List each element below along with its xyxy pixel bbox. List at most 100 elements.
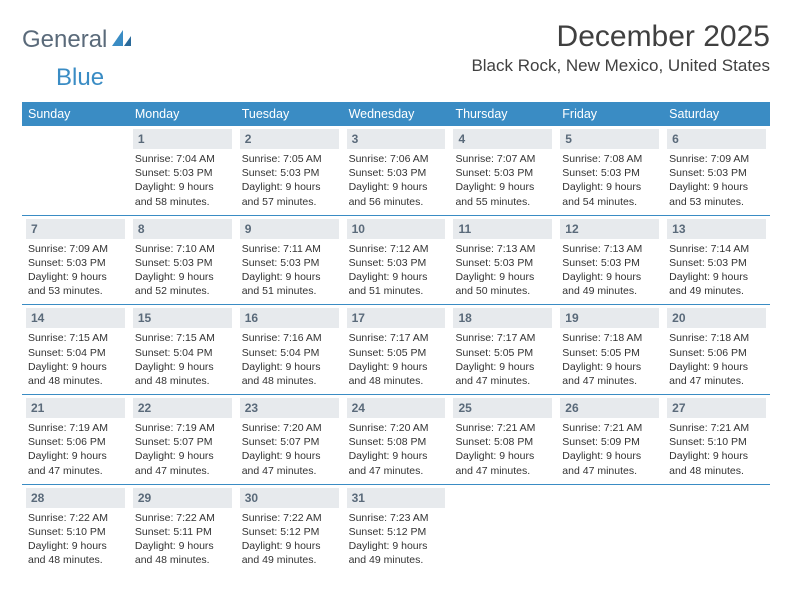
empty-cell	[663, 485, 770, 574]
day-number: 20	[667, 308, 766, 328]
sun-info: Sunrise: 7:11 AMSunset: 5:03 PMDaylight:…	[240, 242, 339, 299]
weekday-header: SundayMondayTuesdayWednesdayThursdayFrid…	[22, 102, 770, 126]
day-number: 28	[26, 488, 125, 508]
day-number: 23	[240, 398, 339, 418]
sun-info: Sunrise: 7:06 AMSunset: 5:03 PMDaylight:…	[347, 152, 446, 209]
day-15: 15 Sunrise: 7:15 AMSunset: 5:04 PMDayligh…	[129, 305, 236, 394]
day-number: 2	[240, 129, 339, 149]
sun-info: Sunrise: 7:21 AMSunset: 5:08 PMDaylight:…	[453, 421, 552, 478]
empty-cell	[449, 485, 556, 574]
day-26: 26 Sunrise: 7:21 AMSunset: 5:09 PMDayligh…	[556, 395, 663, 484]
day-number: 21	[26, 398, 125, 418]
day-28: 28Sunrise: 7:22 AMSunset: 5:10 PMDayligh…	[22, 485, 129, 574]
sail-icon	[111, 26, 133, 54]
day-number: 22	[133, 398, 232, 418]
day-number: 10	[347, 219, 446, 239]
sun-info: Sunrise: 7:18 AMSunset: 5:06 PMDaylight:…	[667, 331, 766, 388]
day-31: 31 Sunrise: 7:23 AMSunset: 5:12 PMDayligh…	[343, 485, 450, 574]
weekday-sunday: Sunday	[22, 102, 129, 126]
sun-info: Sunrise: 7:09 AMSunset: 5:03 PMDaylight:…	[667, 152, 766, 209]
day-6: 6 Sunrise: 7:09 AMSunset: 5:03 PMDaylight…	[663, 126, 770, 215]
month-title: December 2025	[471, 20, 770, 54]
sun-info: Sunrise: 7:19 AMSunset: 5:06 PMDaylight:…	[26, 421, 125, 478]
sun-info: Sunrise: 7:17 AMSunset: 5:05 PMDaylight:…	[453, 331, 552, 388]
sun-info: Sunrise: 7:05 AMSunset: 5:03 PMDaylight:…	[240, 152, 339, 209]
day-17: 17 Sunrise: 7:17 AMSunset: 5:05 PMDayligh…	[343, 305, 450, 394]
sun-info: Sunrise: 7:13 AMSunset: 5:03 PMDaylight:…	[453, 242, 552, 299]
day-8: 8Sunrise: 7:10 AMSunset: 5:03 PMDaylight…	[129, 216, 236, 305]
day-10: 10 Sunrise: 7:12 AMSunset: 5:03 PMDayligh…	[343, 216, 450, 305]
day-19: 19 Sunrise: 7:18 AMSunset: 5:05 PMDayligh…	[556, 305, 663, 394]
sun-info: Sunrise: 7:04 AMSunset: 5:03 PMDaylight:…	[133, 152, 232, 209]
weekday-thursday: Thursday	[449, 102, 556, 126]
calendar: SundayMondayTuesdayWednesdayThursdayFrid…	[22, 102, 770, 573]
sun-info: Sunrise: 7:13 AMSunset: 5:03 PMDaylight:…	[560, 242, 659, 299]
day-29: 29Sunrise: 7:22 AMSunset: 5:11 PMDayligh…	[129, 485, 236, 574]
sun-info: Sunrise: 7:21 AMSunset: 5:09 PMDaylight:…	[560, 421, 659, 478]
sun-info: Sunrise: 7:15 AMSunset: 5:04 PMDaylight:…	[133, 331, 232, 388]
weekday-friday: Friday	[556, 102, 663, 126]
day-12: 12 Sunrise: 7:13 AMSunset: 5:03 PMDayligh…	[556, 216, 663, 305]
day-number: 17	[347, 308, 446, 328]
day-number: 8	[133, 219, 232, 239]
sun-info: Sunrise: 7:21 AMSunset: 5:10 PMDaylight:…	[667, 421, 766, 478]
day-9: 9Sunrise: 7:11 AMSunset: 5:03 PMDaylight…	[236, 216, 343, 305]
day-7: 7Sunrise: 7:09 AMSunset: 5:03 PMDaylight…	[22, 216, 129, 305]
day-number: 18	[453, 308, 552, 328]
sun-info: Sunrise: 7:08 AMSunset: 5:03 PMDaylight:…	[560, 152, 659, 209]
day-20: 20 Sunrise: 7:18 AMSunset: 5:06 PMDayligh…	[663, 305, 770, 394]
day-number: 5	[560, 129, 659, 149]
day-11: 11 Sunrise: 7:13 AMSunset: 5:03 PMDayligh…	[449, 216, 556, 305]
day-number: 24	[347, 398, 446, 418]
sun-info: Sunrise: 7:20 AMSunset: 5:07 PMDaylight:…	[240, 421, 339, 478]
day-number: 27	[667, 398, 766, 418]
weekday-saturday: Saturday	[663, 102, 770, 126]
day-number: 25	[453, 398, 552, 418]
day-27: 27 Sunrise: 7:21 AMSunset: 5:10 PMDayligh…	[663, 395, 770, 484]
sun-info: Sunrise: 7:18 AMSunset: 5:05 PMDaylight:…	[560, 331, 659, 388]
day-number: 3	[347, 129, 446, 149]
day-1: 1 Sunrise: 7:04 AMSunset: 5:03 PMDaylight…	[129, 126, 236, 215]
empty-cell	[22, 126, 129, 215]
day-number: 31	[347, 488, 446, 508]
day-number: 15	[133, 308, 232, 328]
day-16: 16Sunrise: 7:16 AMSunset: 5:04 PMDayligh…	[236, 305, 343, 394]
day-number: 19	[560, 308, 659, 328]
day-13: 13 Sunrise: 7:14 AMSunset: 5:03 PMDayligh…	[663, 216, 770, 305]
day-5: 5 Sunrise: 7:08 AMSunset: 5:03 PMDaylight…	[556, 126, 663, 215]
day-2: 2 Sunrise: 7:05 AMSunset: 5:03 PMDaylight…	[236, 126, 343, 215]
day-25: 25 Sunrise: 7:21 AMSunset: 5:08 PMDayligh…	[449, 395, 556, 484]
day-number: 7	[26, 219, 125, 239]
day-4: 4Sunrise: 7:07 AMSunset: 5:03 PMDaylight…	[449, 126, 556, 215]
day-number: 6	[667, 129, 766, 149]
day-number: 11	[453, 219, 552, 239]
empty-cell	[556, 485, 663, 574]
sun-info: Sunrise: 7:15 AMSunset: 5:04 PMDaylight:…	[26, 331, 125, 388]
day-22: 22 Sunrise: 7:19 AMSunset: 5:07 PMDayligh…	[129, 395, 236, 484]
day-number: 29	[133, 488, 232, 508]
logo-text-1: General	[22, 26, 107, 54]
week-row: 1 Sunrise: 7:04 AMSunset: 5:03 PMDaylight…	[22, 126, 770, 216]
week-row: 14Sunrise: 7:15 AMSunset: 5:04 PMDayligh…	[22, 305, 770, 395]
sun-info: Sunrise: 7:17 AMSunset: 5:05 PMDaylight:…	[347, 331, 446, 388]
weekday-monday: Monday	[129, 102, 236, 126]
sun-info: Sunrise: 7:14 AMSunset: 5:03 PMDaylight:…	[667, 242, 766, 299]
week-row: 7Sunrise: 7:09 AMSunset: 5:03 PMDaylight…	[22, 216, 770, 306]
sun-info: Sunrise: 7:20 AMSunset: 5:08 PMDaylight:…	[347, 421, 446, 478]
week-row: 28Sunrise: 7:22 AMSunset: 5:10 PMDayligh…	[22, 485, 770, 574]
sun-info: Sunrise: 7:23 AMSunset: 5:12 PMDaylight:…	[347, 511, 446, 568]
day-number: 13	[667, 219, 766, 239]
day-number: 1	[133, 129, 232, 149]
sun-info: Sunrise: 7:12 AMSunset: 5:03 PMDaylight:…	[347, 242, 446, 299]
location: Black Rock, New Mexico, United States	[471, 56, 770, 76]
day-21: 21 Sunrise: 7:19 AMSunset: 5:06 PMDayligh…	[22, 395, 129, 484]
day-14: 14Sunrise: 7:15 AMSunset: 5:04 PMDayligh…	[22, 305, 129, 394]
sun-info: Sunrise: 7:19 AMSunset: 5:07 PMDaylight:…	[133, 421, 232, 478]
weekday-tuesday: Tuesday	[236, 102, 343, 126]
day-number: 12	[560, 219, 659, 239]
day-3: 3 Sunrise: 7:06 AMSunset: 5:03 PMDaylight…	[343, 126, 450, 215]
sun-info: Sunrise: 7:16 AMSunset: 5:04 PMDaylight:…	[240, 331, 339, 388]
day-30: 30Sunrise: 7:22 AMSunset: 5:12 PMDayligh…	[236, 485, 343, 574]
day-18: 18 Sunrise: 7:17 AMSunset: 5:05 PMDayligh…	[449, 305, 556, 394]
day-number: 26	[560, 398, 659, 418]
